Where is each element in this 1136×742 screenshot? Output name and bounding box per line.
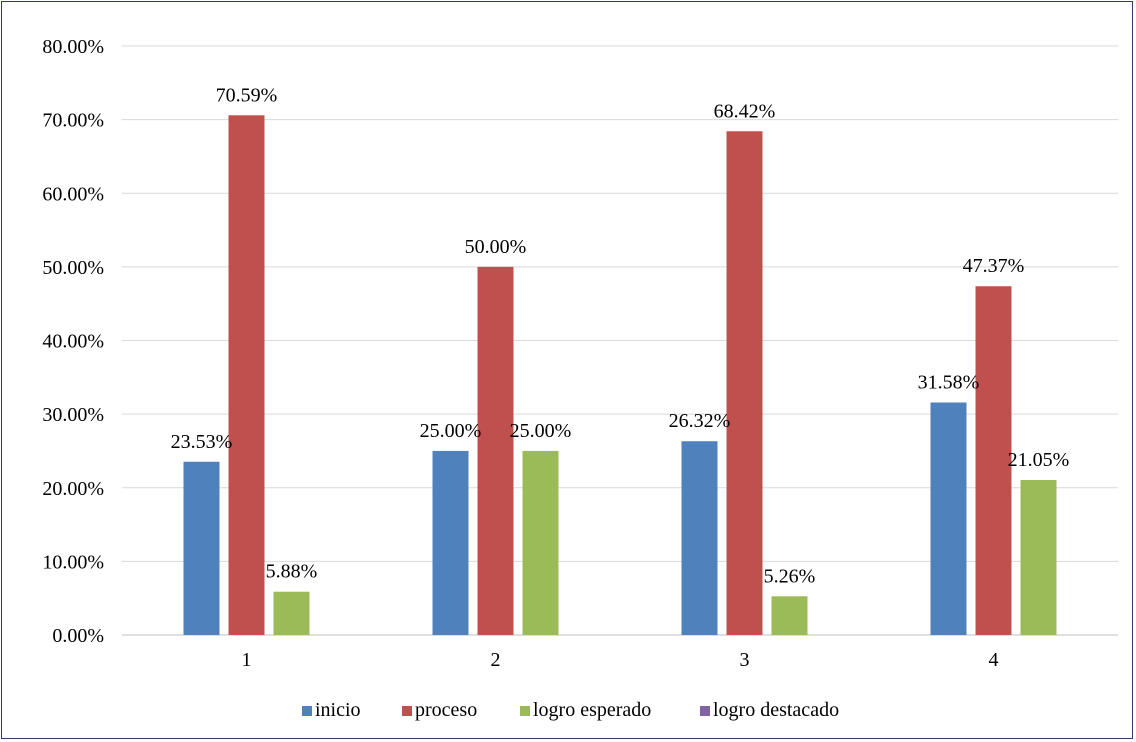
- y-tick-label: 60.00%: [42, 183, 104, 205]
- data-label: 50.00%: [465, 236, 527, 258]
- bar-proceso: [228, 115, 265, 635]
- data-label: 21.05%: [1008, 449, 1070, 471]
- legend-label: logro destacado: [713, 699, 839, 721]
- legend-label: inicio: [315, 699, 361, 721]
- data-label: 25.00%: [510, 420, 572, 442]
- y-tick-label: 40.00%: [42, 331, 104, 353]
- legend-label: proceso: [415, 699, 477, 721]
- bar-proceso: [477, 266, 514, 635]
- x-axis: 1 2 3 4: [242, 649, 999, 671]
- y-axis: 0.00% 10.00% 20.00% 30.00% 40.00% 50.00% 60.00…: [42, 36, 104, 647]
- data-label: 47.37%: [963, 255, 1025, 277]
- data-label: 31.58%: [918, 371, 980, 393]
- bar-proceso: [975, 286, 1012, 635]
- y-tick-label: 20.00%: [42, 478, 104, 500]
- data-label: 23.53%: [171, 431, 233, 453]
- bar-proceso: [726, 131, 763, 635]
- y-tick-label: 70.00%: [42, 110, 104, 132]
- legend-swatch-inicio: [302, 706, 312, 716]
- y-tick-label: 80.00%: [42, 36, 104, 58]
- y-tick-label: 10.00%: [42, 551, 104, 573]
- x-tick-label: 4: [989, 649, 999, 671]
- bar-logro-esperado: [273, 591, 310, 635]
- data-label: 5.88%: [266, 561, 318, 583]
- bar-inicio: [681, 441, 718, 635]
- legend-swatch-proceso: [402, 706, 412, 716]
- bar-logro-esperado: [1020, 480, 1057, 635]
- bars: [183, 115, 1057, 635]
- legend-swatch-logro-esperado: [520, 706, 530, 716]
- legend-label: logro esperado: [533, 699, 651, 721]
- data-label: 25.00%: [420, 420, 482, 442]
- legend-swatch-logro-destacado: [700, 706, 710, 716]
- bar-inicio: [183, 461, 220, 635]
- x-tick-label: 2: [491, 649, 501, 671]
- x-tick-label: 3: [740, 649, 750, 671]
- bar-logro-esperado: [522, 450, 559, 635]
- x-tick-label: 1: [242, 649, 252, 671]
- gridlines: [122, 45, 1118, 636]
- y-tick-label: 30.00%: [42, 404, 104, 426]
- data-labels: 23.53% 70.59% 5.88% 25.00% 50.00% 25.00% 26.32…: [171, 84, 1070, 587]
- data-label: 70.59%: [216, 84, 278, 106]
- y-tick-label: 50.00%: [42, 257, 104, 279]
- bar-inicio: [432, 450, 469, 635]
- y-tick-label: 0.00%: [52, 625, 104, 647]
- legend: inicio proceso logro esperado logro destaca…: [302, 699, 839, 721]
- bar-logro-esperado: [771, 596, 808, 635]
- data-label: 68.42%: [714, 100, 776, 122]
- data-label: 26.32%: [669, 410, 731, 432]
- bar-inicio: [930, 402, 967, 635]
- data-label: 5.26%: [764, 565, 816, 587]
